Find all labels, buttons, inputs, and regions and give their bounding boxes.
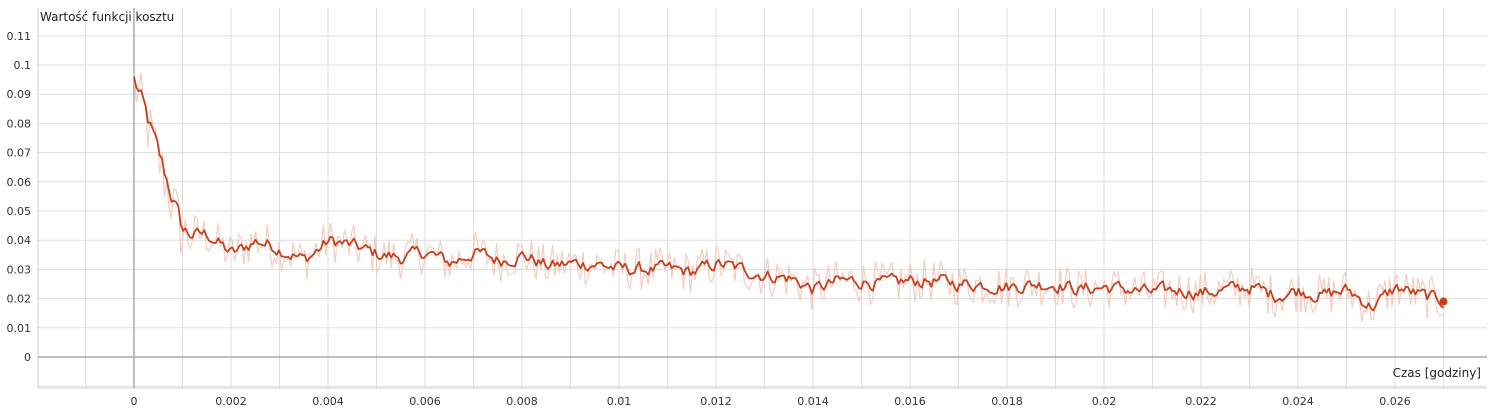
y-tick-label: 0.06 <box>7 176 32 189</box>
x-tick-label: 0.006 <box>409 395 441 408</box>
x-tick-label: 0.002 <box>215 395 247 408</box>
x-tick-label: 0.014 <box>797 395 829 408</box>
x-tick-label: 0.01 <box>607 395 632 408</box>
y-tick-label: 0.1 <box>14 59 32 72</box>
x-tick-label: 0.016 <box>894 395 926 408</box>
x-tick-label: 0.026 <box>1379 395 1411 408</box>
y-tick-label: 0.05 <box>7 205 32 218</box>
x-tick-label: 0.012 <box>700 395 732 408</box>
y-tick-label: 0.01 <box>7 322 32 335</box>
x-tick-label: 0 <box>131 395 138 408</box>
y-tick-label: 0.11 <box>7 30 32 43</box>
y-tick-label: 0.04 <box>7 234 32 247</box>
series-end-point <box>1439 297 1448 306</box>
x-tick-label: 0.024 <box>1282 395 1314 408</box>
raw-loss-line <box>133 72 1444 322</box>
y-tick-label: 0.02 <box>7 293 32 306</box>
y-axis-title: Wartość funkcji kosztu <box>40 10 174 24</box>
x-tick-label: 0.008 <box>506 395 538 408</box>
x-axis-title: Czas [godziny] <box>1393 366 1481 380</box>
y-tick-label: 0.07 <box>7 147 32 160</box>
y-tick-label: 0.09 <box>7 88 32 101</box>
x-tick-label: 0.022 <box>1185 395 1217 408</box>
x-tick-label: 0.02 <box>1092 395 1117 408</box>
y-tick-label: 0 <box>24 351 31 364</box>
smoothed-loss-line <box>133 76 1444 312</box>
y-tick-label: 0.08 <box>7 117 32 130</box>
x-tick-label: 0.004 <box>312 395 344 408</box>
y-tick-label: 0.03 <box>7 263 32 276</box>
x-tick-label: 0.018 <box>991 395 1023 408</box>
